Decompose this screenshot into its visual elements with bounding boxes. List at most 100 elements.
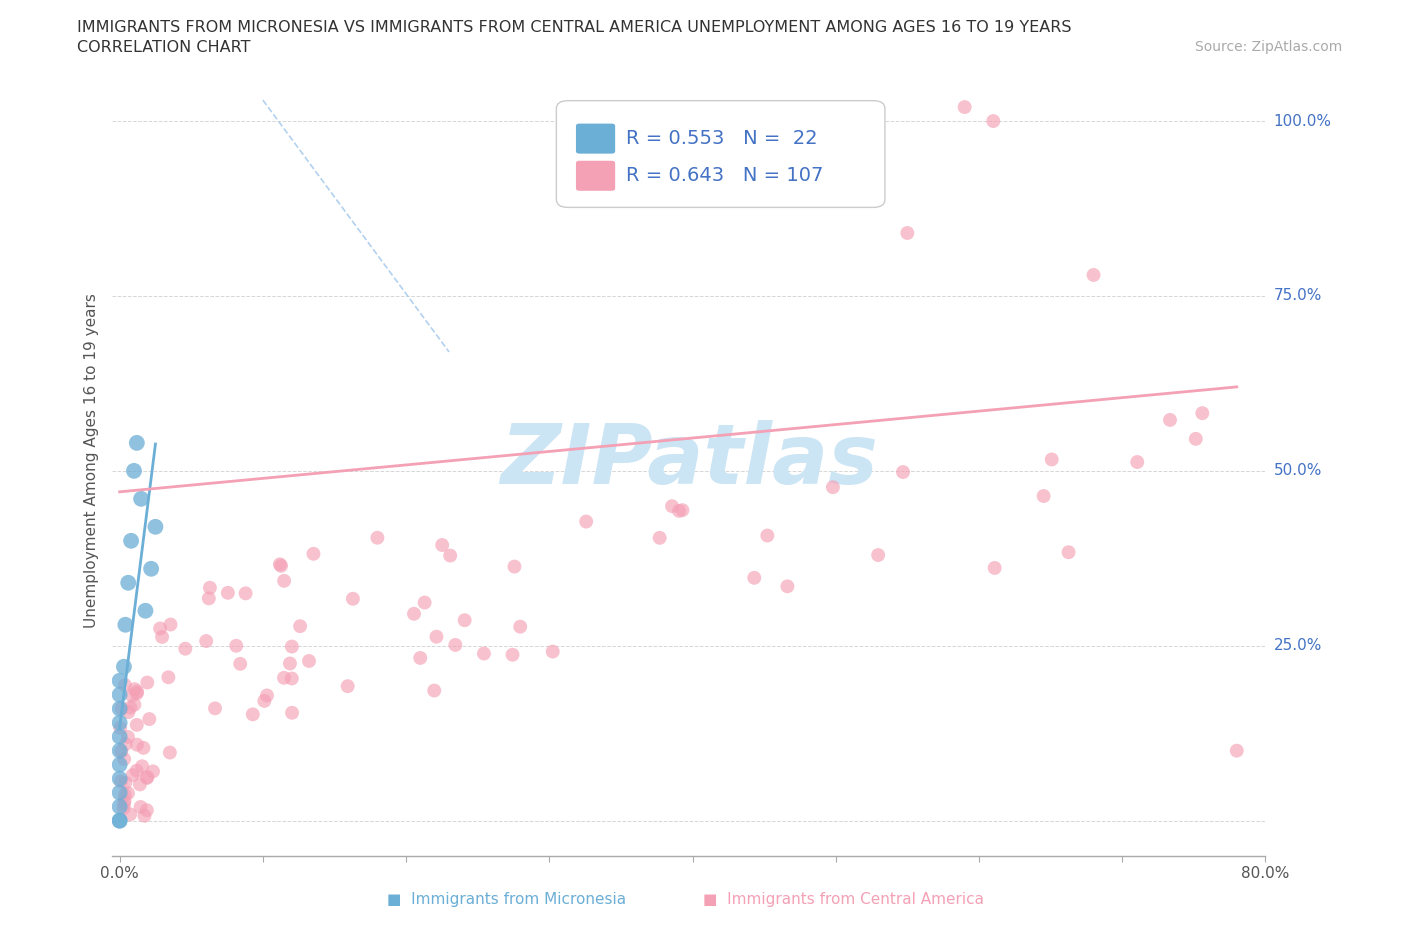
Point xyxy=(124,698,146,712)
Point xyxy=(117,576,139,591)
Point xyxy=(253,694,276,709)
Point xyxy=(125,764,148,778)
Point xyxy=(1191,405,1213,420)
Point xyxy=(159,618,181,632)
Point xyxy=(114,678,136,693)
Point xyxy=(281,705,304,720)
Point xyxy=(198,580,221,595)
Text: ■  Immigrants from Central America: ■ Immigrants from Central America xyxy=(703,892,984,907)
Point xyxy=(108,687,131,702)
Point xyxy=(114,737,136,751)
Point xyxy=(453,613,475,628)
Point xyxy=(120,700,142,715)
Point xyxy=(121,767,143,782)
Point xyxy=(413,595,436,610)
Point xyxy=(288,618,311,633)
Point xyxy=(108,729,131,744)
Point xyxy=(402,606,425,621)
Point xyxy=(1184,432,1206,446)
Point xyxy=(668,503,690,518)
Text: IMMIGRANTS FROM MICRONESIA VS IMMIGRANTS FROM CENTRAL AMERICA UNEMPLOYMENT AMONG: IMMIGRANTS FROM MICRONESIA VS IMMIGRANTS… xyxy=(77,20,1071,35)
Point xyxy=(125,737,148,752)
Point xyxy=(742,570,765,585)
Point xyxy=(110,744,132,759)
Point xyxy=(108,813,131,828)
Point xyxy=(1083,268,1105,283)
Point xyxy=(125,435,148,450)
Point xyxy=(756,528,779,543)
Text: 50.0%: 50.0% xyxy=(1274,463,1322,478)
Point xyxy=(129,491,152,506)
Point xyxy=(821,480,844,495)
Point xyxy=(145,519,167,534)
Point xyxy=(661,498,683,513)
Point xyxy=(108,785,131,800)
Point xyxy=(336,679,359,694)
Point xyxy=(981,113,1004,128)
FancyBboxPatch shape xyxy=(576,124,616,153)
Point xyxy=(134,604,156,618)
Point xyxy=(108,715,131,730)
Point xyxy=(868,548,890,563)
Point xyxy=(195,633,218,648)
FancyBboxPatch shape xyxy=(576,161,616,191)
Y-axis label: Unemployment Among Ages 16 to 19 years: Unemployment Among Ages 16 to 19 years xyxy=(84,293,100,628)
Point xyxy=(1057,545,1080,560)
Text: 100.0%: 100.0% xyxy=(1274,113,1331,128)
Point xyxy=(120,534,142,549)
Point xyxy=(1040,452,1063,467)
Point xyxy=(125,686,148,701)
Point xyxy=(281,639,304,654)
Point xyxy=(110,774,132,789)
Point xyxy=(135,803,157,817)
Point xyxy=(129,800,152,815)
Text: 75.0%: 75.0% xyxy=(1274,288,1322,303)
Point xyxy=(541,644,564,659)
Point xyxy=(112,659,135,674)
Point xyxy=(112,796,135,811)
Point xyxy=(502,647,524,662)
Point xyxy=(198,591,221,605)
Point xyxy=(1226,743,1249,758)
Point xyxy=(423,684,446,698)
Point xyxy=(256,688,278,703)
Point xyxy=(108,743,131,758)
Point xyxy=(174,642,197,657)
Point xyxy=(439,548,461,563)
Point xyxy=(108,813,131,828)
Point xyxy=(125,717,148,732)
Point xyxy=(891,465,914,480)
Point xyxy=(108,771,131,786)
Point xyxy=(575,514,598,529)
Point xyxy=(135,771,157,786)
Point xyxy=(281,671,304,686)
Point xyxy=(217,585,239,600)
Point xyxy=(273,574,295,589)
Text: Source: ZipAtlas.com: Source: ZipAtlas.com xyxy=(1195,40,1343,54)
Point xyxy=(129,777,152,791)
Point xyxy=(302,546,325,561)
Point xyxy=(1126,455,1149,470)
Point xyxy=(1159,413,1181,428)
Point xyxy=(114,618,136,632)
Point xyxy=(150,630,173,644)
Point xyxy=(1032,488,1054,503)
Point xyxy=(409,650,432,665)
Point xyxy=(117,729,139,744)
Point xyxy=(273,671,295,685)
Text: CORRELATION CHART: CORRELATION CHART xyxy=(77,40,250,55)
Text: ■  Immigrants from Micronesia: ■ Immigrants from Micronesia xyxy=(387,892,626,907)
Point xyxy=(270,558,292,573)
Point xyxy=(278,656,301,671)
Point xyxy=(120,807,142,822)
Point xyxy=(127,684,149,699)
Point xyxy=(432,538,454,552)
Point xyxy=(671,503,693,518)
Point xyxy=(472,646,495,661)
Point xyxy=(136,769,159,784)
Point xyxy=(983,561,1005,576)
Point xyxy=(269,557,291,572)
Point xyxy=(298,654,321,669)
Point xyxy=(112,801,135,816)
Point xyxy=(953,100,976,114)
